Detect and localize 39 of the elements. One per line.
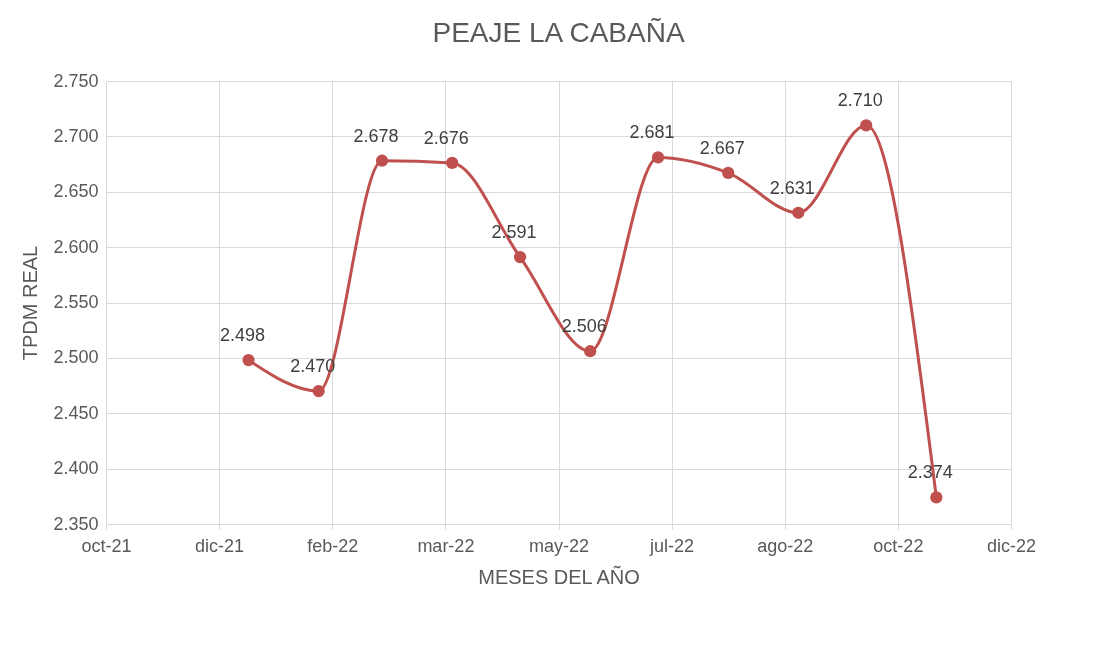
x-tick-label: oct-22 [873, 535, 924, 556]
x-tick-label: ago-22 [757, 535, 814, 556]
x-axis-title: MESES DEL AÑO [478, 564, 640, 588]
point [584, 345, 597, 358]
point [312, 384, 325, 398]
y-tick-label: 2.500 [53, 347, 99, 368]
x-tick-label: oct-21 [81, 535, 132, 556]
x-tick-label: dic-22 [986, 535, 1037, 556]
y-tick-label: 2.600 [53, 236, 99, 257]
x-tick-label: dic-21 [195, 535, 245, 556]
y-tick-label: 2.700 [53, 125, 99, 146]
chart-title: PEAJE LA CABAÑA [432, 17, 685, 48]
y-tick-label: 2.650 [53, 181, 99, 202]
point [722, 166, 735, 180]
x-tick-label: jul-22 [649, 535, 695, 556]
data-label: 2.710 [837, 90, 883, 111]
data-label: 2.681 [629, 122, 675, 143]
point [513, 250, 527, 264]
point [446, 156, 459, 170]
data-label: 2.631 [769, 177, 815, 198]
y-tick-label: 2.400 [53, 458, 99, 479]
y-tick-label: 2.350 [53, 513, 99, 534]
point [242, 353, 255, 367]
point [792, 206, 805, 219]
point [930, 491, 943, 504]
data-label: 2.498 [220, 325, 266, 346]
data-label: 2.678 [353, 125, 399, 146]
point [651, 151, 665, 164]
x-tick-label: may-22 [528, 535, 590, 556]
data-label: 2.676 [423, 127, 469, 148]
y-tick-label: 2.450 [53, 402, 99, 423]
y-tick-label: 2.750 [53, 70, 99, 91]
x-tick-label: feb-22 [307, 535, 359, 556]
y-axis-title: TPDM REAL [19, 245, 42, 361]
x-tick-label: mar-22 [417, 535, 475, 556]
point [375, 154, 389, 167]
y-tick-label: 2.550 [53, 292, 99, 312]
data-label: 2.667 [699, 137, 745, 158]
point [860, 119, 873, 132]
